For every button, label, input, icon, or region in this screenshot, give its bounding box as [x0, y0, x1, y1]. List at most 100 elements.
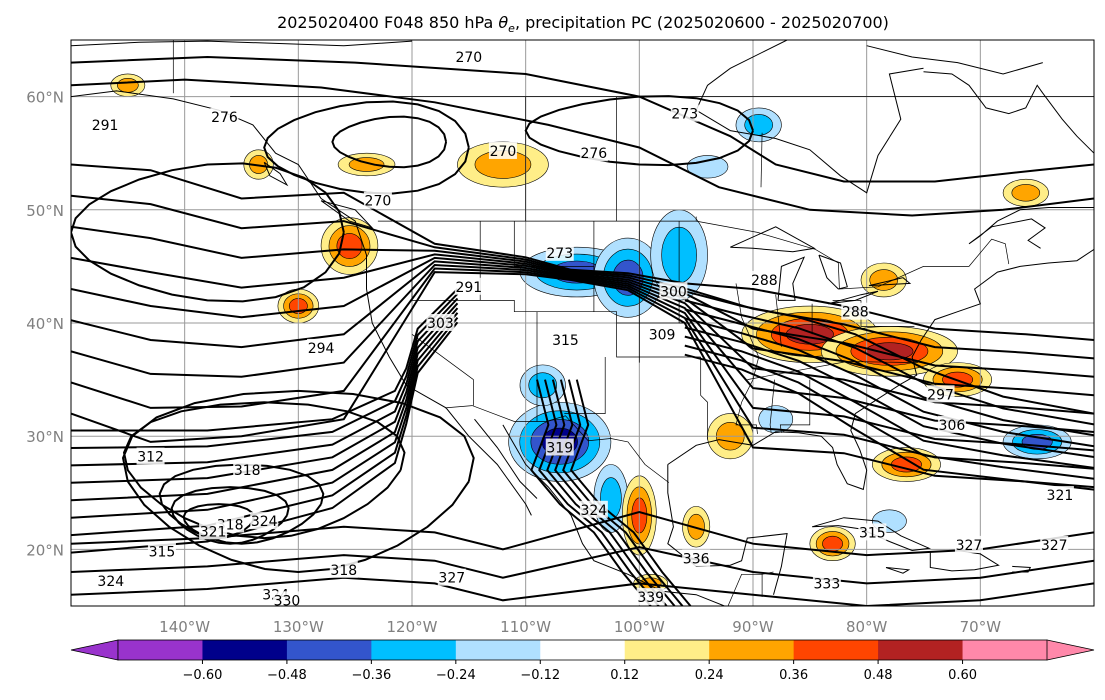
coastline [968, 207, 1094, 249]
contour-label-text: 315 [552, 333, 579, 349]
contour-label: 300 [659, 282, 688, 300]
coastline [866, 45, 1043, 75]
theta-e-contour [263, 100, 470, 195]
contour-label-text: 324 [580, 503, 607, 519]
contour-label-bg [926, 385, 955, 403]
contour-label-bg [937, 415, 966, 433]
precip-region [872, 447, 941, 482]
precip-region [809, 526, 856, 562]
contour-label-bg [1040, 535, 1069, 553]
contour-label-text: 309 [649, 327, 676, 343]
colorbar-segment [878, 640, 964, 660]
contour-label: 319 [545, 438, 574, 457]
coastline [667, 248, 1094, 491]
contour-label-bg [488, 141, 517, 159]
coastline [1093, 236, 1094, 237]
theta-e-contour [684, 335, 1094, 469]
contour-label: 303 [426, 314, 455, 332]
colorbar-segment [118, 640, 203, 660]
colorbar-segment [793, 640, 879, 660]
political-border [444, 405, 670, 483]
theta-e-contour [71, 225, 1094, 378]
contour-label-bg [682, 549, 711, 567]
contour-label: 273 [670, 104, 699, 123]
contour-label-text: 318 [330, 563, 357, 579]
contour-label-text: 273 [546, 246, 573, 262]
contour-label-text: 327 [1041, 538, 1068, 554]
lon-tick-label: 110°W [500, 618, 551, 636]
map-area: 270 270 270 276 276 273 273 291 291 294 303 315 300 3… [71, 40, 1094, 606]
contour-label-text: 303 [427, 316, 454, 332]
contour-label: 333 [812, 574, 841, 592]
theta-e-contour [538, 379, 660, 606]
contour-label-bg [363, 191, 392, 209]
contour-label-text: 300 [660, 284, 687, 300]
contour-label-text: 339 [637, 590, 664, 606]
precip-band [744, 114, 773, 136]
contour-label-bg [426, 314, 455, 331]
contour-label: 312 [136, 447, 165, 466]
contour-label: 270 [488, 141, 517, 160]
contour-label: 315 [147, 542, 176, 561]
contour-label: 270 [363, 191, 392, 210]
political-border [775, 294, 782, 347]
colorbar-tick-label: 0.24 [695, 668, 724, 683]
contour-label-text: 291 [92, 118, 119, 134]
contour-label-text: 319 [546, 441, 573, 457]
contour-label-text: 270 [490, 144, 517, 160]
contour-label-bg [454, 277, 483, 295]
contour-label-bg [670, 104, 699, 122]
contour-label-text: 291 [455, 280, 482, 296]
theta-e-contour [71, 260, 1094, 433]
theta-e-contour [684, 290, 1094, 415]
contour-label: 321 [199, 522, 228, 540]
contour-label-text: 288 [751, 273, 778, 289]
theta-e-contour [121, 389, 475, 574]
lon-tick-label: 80°W [846, 618, 888, 636]
contour-label-text: 333 [814, 576, 841, 592]
contour-label-text: 327 [438, 571, 465, 587]
contour-label: 318 [233, 461, 262, 479]
coastline [263, 161, 289, 187]
contour-label-bg [648, 325, 677, 343]
political-border [700, 357, 708, 440]
contour-label-bg [954, 535, 983, 553]
contour-label-bg [1045, 486, 1074, 504]
political-border [779, 379, 811, 433]
theta-e-contour [71, 271, 1094, 489]
theta-e-contour [71, 510, 1094, 557]
coastline [777, 256, 806, 301]
political-border [769, 379, 775, 433]
contour-label-text: 315 [149, 545, 176, 561]
theta-e-contour [684, 326, 1094, 458]
contour-label-text: 270 [455, 50, 482, 66]
contour-label-bg [307, 338, 336, 356]
precip-band [1011, 184, 1041, 202]
contour-label-text: 324 [97, 574, 124, 590]
theta-e-contour [71, 312, 459, 519]
contour-label: 288 [841, 302, 870, 321]
theta-e-contours [71, 55, 1094, 606]
contour-label: 291 [91, 115, 120, 134]
contour-label-text: 321 [1047, 488, 1074, 504]
lon-tick-label: 70°W [960, 618, 1002, 636]
theta-e-contour [71, 256, 1094, 415]
precip-band [687, 513, 705, 540]
precip-region [735, 107, 782, 143]
colorbar-tick-label: 0.12 [610, 668, 639, 683]
contour-label-bg [636, 587, 665, 605]
colorbar-segment [540, 640, 626, 660]
contour-label: 273 [545, 243, 574, 262]
colorbar-extend-min [70, 639, 119, 661]
theta-e-contour [684, 344, 1094, 480]
lat-tick-label: 60°N [26, 89, 64, 107]
colorbar-frame [117, 639, 1048, 661]
contour-label: 327 [954, 535, 983, 554]
contour-label-bg [841, 302, 870, 320]
precip-region [686, 155, 729, 179]
contour-label-bg [329, 560, 358, 578]
precip-region [1002, 178, 1049, 207]
contour-label-text: 297 [927, 387, 954, 403]
contour-label-bg [199, 522, 228, 540]
